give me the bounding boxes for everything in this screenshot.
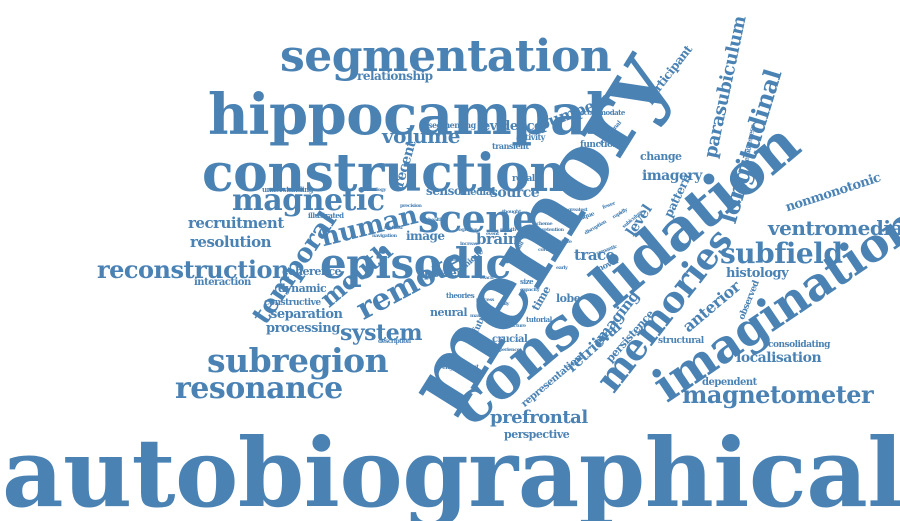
word-maximum: maximum xyxy=(470,313,495,319)
word-separation: separation xyxy=(270,306,343,322)
word-thought: thought xyxy=(502,209,521,215)
word-ventromedial: ventromedial xyxy=(768,216,900,240)
word-processing: processing xyxy=(266,320,340,336)
word-consolidating: consolidating xyxy=(768,339,830,350)
word-episodic: episodic xyxy=(320,239,511,289)
word-technology: technology xyxy=(360,187,386,193)
word-histology: histology xyxy=(726,265,789,281)
word-magnetometer: magnetometer xyxy=(682,379,874,409)
word-structure: structure xyxy=(504,323,526,329)
word-response: response xyxy=(468,337,490,343)
word-resonance: resonance xyxy=(175,371,343,406)
word-understanding: understanding xyxy=(262,185,314,195)
word-scene: scene xyxy=(418,195,537,241)
word-size: size xyxy=(520,277,534,287)
word-sensor: sensor xyxy=(426,184,468,199)
word-brain: brain xyxy=(476,230,519,248)
word-perspective: perspective xyxy=(504,428,570,442)
word-hippocampal: hippocampal xyxy=(208,82,607,149)
word-interaction: interaction xyxy=(194,277,251,288)
word-transient: transient xyxy=(492,140,529,151)
word-coherence: coherence xyxy=(282,265,342,279)
word-image: image xyxy=(406,229,445,244)
word-recall: recall xyxy=(512,173,538,184)
word-illustrated: illustrated xyxy=(308,211,344,221)
word-change: change xyxy=(640,150,682,164)
word-autobiographical: autobiographical xyxy=(2,418,900,521)
word-process: process xyxy=(476,297,494,303)
word-source: source xyxy=(490,184,540,201)
word-engagement: engagement xyxy=(442,364,479,372)
word-cognitive: cognitive xyxy=(456,227,478,233)
word-method: method xyxy=(384,225,403,231)
word-constructive: constructive xyxy=(264,297,321,308)
word-volume: volume xyxy=(382,124,461,148)
word-description: description xyxy=(378,338,411,346)
word-tutorial: tutorial xyxy=(526,315,552,325)
word-crucial: crucial xyxy=(492,334,528,345)
word-theories: theories xyxy=(446,291,475,301)
word-evidence: evidence xyxy=(482,118,542,134)
word-reconstruction: reconstruction xyxy=(97,254,289,284)
word-relationship: relationship xyxy=(357,69,433,84)
word-initiation: initiation xyxy=(488,317,510,323)
word-system: system xyxy=(340,320,423,347)
word-useful: useful xyxy=(450,257,465,263)
word-capacity: capacity xyxy=(520,287,540,293)
word-cortex: cortex xyxy=(538,247,553,253)
word-healthy: healthy xyxy=(428,217,446,223)
word-increase: increase xyxy=(460,241,480,247)
word-resolution: resolution xyxy=(190,233,272,251)
word-functional: functional xyxy=(580,139,627,150)
word-retention: retention xyxy=(542,227,564,233)
word-neural: neural xyxy=(430,306,468,320)
word-magnetic: magnetic xyxy=(232,183,385,218)
word-precision: precision xyxy=(400,203,422,209)
word-subfield: subfield xyxy=(720,236,843,270)
word-scheme: scheme xyxy=(534,221,553,227)
word-imagery: imagery xyxy=(642,167,702,184)
word-segmenting: segmenting xyxy=(428,119,476,130)
word-early: early xyxy=(556,265,568,271)
word-event: event xyxy=(486,231,499,237)
word-power: power xyxy=(424,266,463,281)
word-month: month xyxy=(500,227,516,233)
word-experience: experience xyxy=(494,347,520,353)
word-rapidly: rapidly xyxy=(611,207,629,221)
word-medial: medial xyxy=(460,187,496,198)
word-greatest: greatest xyxy=(568,207,588,213)
word-construction: construction xyxy=(202,143,567,205)
word-segmentation: segmentation xyxy=(280,30,612,82)
word-daily: daily xyxy=(498,301,509,307)
word-recruitment: recruitment xyxy=(188,214,284,232)
word-trace: trace xyxy=(574,246,615,264)
word-localisation: localisation xyxy=(736,349,822,366)
word-dependent: dependent xyxy=(702,377,757,388)
word-lobe: lobe xyxy=(556,292,581,306)
word-reach: reach xyxy=(480,275,494,281)
word-nonmonotonic: nonmonotonic xyxy=(783,170,883,215)
word-prefrontal: prefrontal xyxy=(490,406,588,428)
word-activity: activity xyxy=(516,131,545,142)
word-structural: structural xyxy=(658,335,704,346)
word-navigation: navigation xyxy=(372,233,397,239)
word-map: map xyxy=(522,265,533,271)
word-accommodate: accommodate xyxy=(576,108,625,118)
word-dynamic: dynamic xyxy=(278,282,327,296)
word-drive: drive xyxy=(560,239,572,245)
word-subregion: subregion xyxy=(207,340,389,380)
